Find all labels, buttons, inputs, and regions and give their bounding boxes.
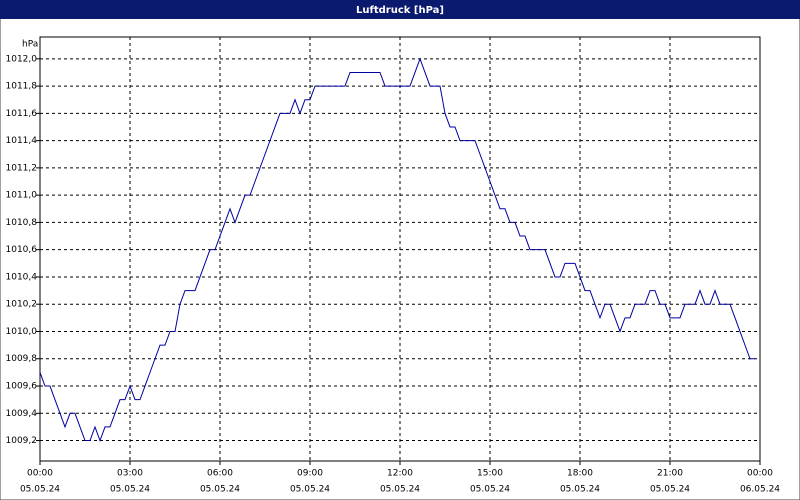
x-tick-label: 00:00 [27, 469, 53, 479]
y-tick-label: 1010,2 [6, 300, 38, 310]
x-tick-label: 15:00 [477, 469, 503, 479]
y-tick-label: 1009,2 [6, 436, 38, 446]
y-tick-label: 1011,8 [6, 82, 38, 92]
title-bar [0, 0, 800, 19]
x-tick-date: 05.05.24 [560, 485, 600, 495]
y-axis-unit: hPa [22, 40, 38, 50]
x-tick-date: 05.05.24 [20, 485, 60, 495]
x-tick-date: 05.05.24 [470, 485, 510, 495]
x-tick-label: 00:00 [747, 469, 773, 479]
y-tick-label: 1011,0 [6, 191, 38, 201]
y-tick-label: 1010,4 [6, 272, 38, 282]
x-tick-date: 05.05.24 [290, 485, 330, 495]
x-tick-label: 21:00 [657, 469, 683, 479]
x-tick-label: 18:00 [567, 469, 593, 479]
y-tick-label: 1009,8 [6, 354, 38, 364]
y-tick-label: 1012,0 [6, 54, 38, 64]
y-tick-label: 1011,4 [6, 136, 38, 146]
y-tick-label: 1010,0 [6, 327, 38, 337]
y-tick-label: 1011,6 [6, 109, 38, 119]
y-tick-label: 1009,6 [6, 382, 38, 392]
y-tick-label: 1009,4 [6, 409, 38, 419]
x-tick-label: 03:00 [117, 469, 143, 479]
x-tick-date: 05.05.24 [650, 485, 690, 495]
x-tick-date: 06.05.24 [740, 485, 780, 495]
x-tick-label: 06:00 [207, 469, 233, 479]
chart-title: Luftdruck [hPa] [356, 5, 444, 16]
y-tick-label: 1011,2 [6, 163, 38, 173]
y-tick-label: 1010,6 [6, 245, 38, 255]
x-tick-label: 09:00 [297, 469, 323, 479]
x-tick-date: 05.05.24 [110, 485, 150, 495]
x-tick-date: 05.05.24 [380, 485, 420, 495]
x-tick-date: 05.05.24 [200, 485, 240, 495]
y-tick-label: 1010,8 [6, 218, 38, 228]
x-tick-label: 12:00 [387, 469, 413, 479]
data-line [39, 57, 755, 443]
